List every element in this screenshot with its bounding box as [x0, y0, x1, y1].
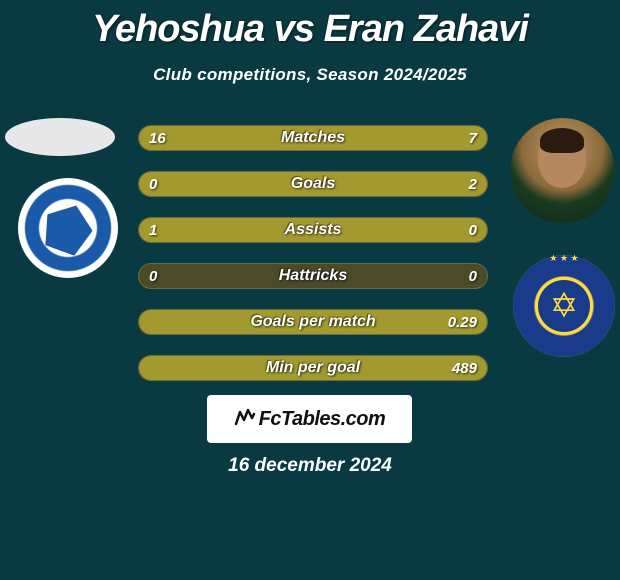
stat-value-left: 16 — [149, 126, 166, 150]
stat-label: Goals — [139, 172, 487, 196]
subtitle: Club competitions, Season 2024/2025 — [0, 65, 620, 85]
player-right-avatar — [510, 118, 615, 223]
stat-label: Matches — [139, 126, 487, 150]
stat-bar: Assists1 0 — [138, 217, 488, 243]
stat-value-left: 0 — [149, 264, 157, 288]
stat-value-right: 0 — [469, 264, 477, 288]
stat-bar: Matches16 7 — [138, 125, 488, 151]
stat-bar: Goals per match0.29 — [138, 309, 488, 335]
stat-value-right: 0.29 — [448, 310, 477, 334]
brand-box: FcTables.com — [207, 395, 412, 443]
club-left-badge — [18, 178, 118, 278]
page-title: Yehoshua vs Eran Zahavi — [0, 0, 620, 51]
stat-label: Hattricks — [139, 264, 487, 288]
stat-value-left: 1 — [149, 218, 157, 242]
player-left-avatar — [5, 118, 115, 156]
stat-value-right: 0 — [469, 218, 477, 242]
brand-icon — [234, 406, 256, 432]
club-right-badge — [513, 255, 615, 357]
stat-value-right: 7 — [469, 126, 477, 150]
stat-bar: Goals0 2 — [138, 171, 488, 197]
stat-bar: Min per goal489 — [138, 355, 488, 381]
stat-label: Assists — [139, 218, 487, 242]
stat-value-left: 0 — [149, 172, 157, 196]
stat-value-right: 489 — [452, 356, 477, 380]
stat-label: Goals per match — [139, 310, 487, 334]
stat-value-right: 2 — [469, 172, 477, 196]
brand-text: FcTables.com — [259, 408, 386, 431]
date-text: 16 december 2024 — [0, 455, 620, 477]
stats-bars: Matches167Goals02Assists10Hattricks00Goa… — [138, 125, 488, 401]
stat-bar: Hattricks0 0 — [138, 263, 488, 289]
stat-label: Min per goal — [139, 356, 487, 380]
